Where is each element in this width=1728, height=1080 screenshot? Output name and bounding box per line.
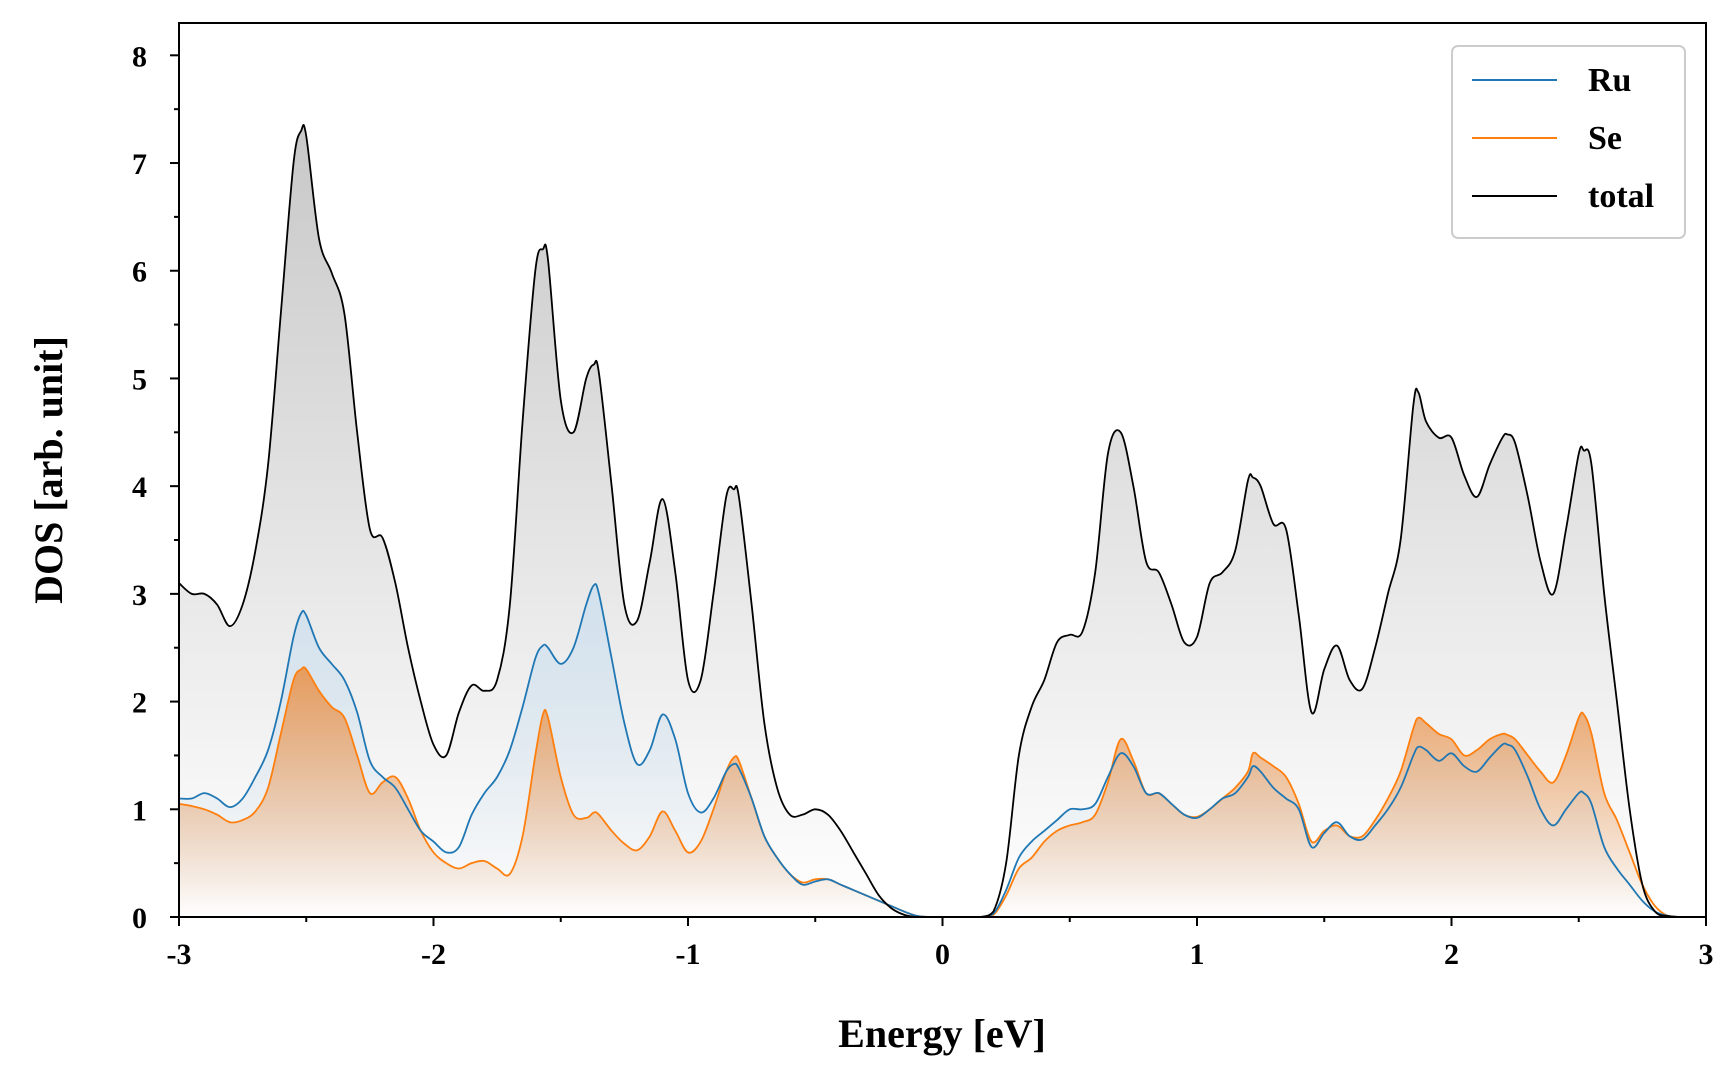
line-se [179, 666, 1706, 917]
y-axis-title: DOS [arb. unit] [26, 336, 71, 604]
legend-box [1451, 45, 1686, 239]
y-tick-label: 2 [132, 687, 147, 720]
line-ru [179, 583, 1706, 917]
y-tick-label: 4 [132, 471, 147, 504]
x-tick-label: -1 [676, 938, 701, 971]
y-tick-label: 3 [132, 579, 147, 612]
axis-ticks: -3 -2 -1 0 1 2 3 0 1 2 3 4 5 6 7 8 [132, 40, 1714, 971]
x-tick-label: -2 [421, 938, 446, 971]
legend-label-se: Se [1588, 120, 1622, 157]
line-total [179, 124, 1706, 917]
y-tick-label: 7 [132, 148, 147, 181]
x-tick-label: 1 [1190, 938, 1205, 971]
legend-label-ru: Ru [1588, 62, 1631, 99]
legend-label-total: total [1588, 178, 1654, 215]
x-tick-label: 0 [935, 938, 950, 971]
x-tick-label: 3 [1699, 938, 1714, 971]
y-tick-label: 8 [132, 40, 147, 73]
y-tick-label: 1 [132, 794, 147, 827]
x-tick-label: -3 [167, 938, 192, 971]
x-tick-label: 2 [1444, 938, 1459, 971]
x-axis-title: Energy [eV] [838, 1011, 1046, 1056]
y-tick-label: 6 [132, 256, 147, 289]
y-tick-label: 5 [132, 363, 147, 396]
fill-se [179, 667, 1706, 917]
legend: Ru Se total [1451, 45, 1686, 239]
series-lines [179, 124, 1706, 917]
y-tick-label: 0 [132, 902, 147, 935]
